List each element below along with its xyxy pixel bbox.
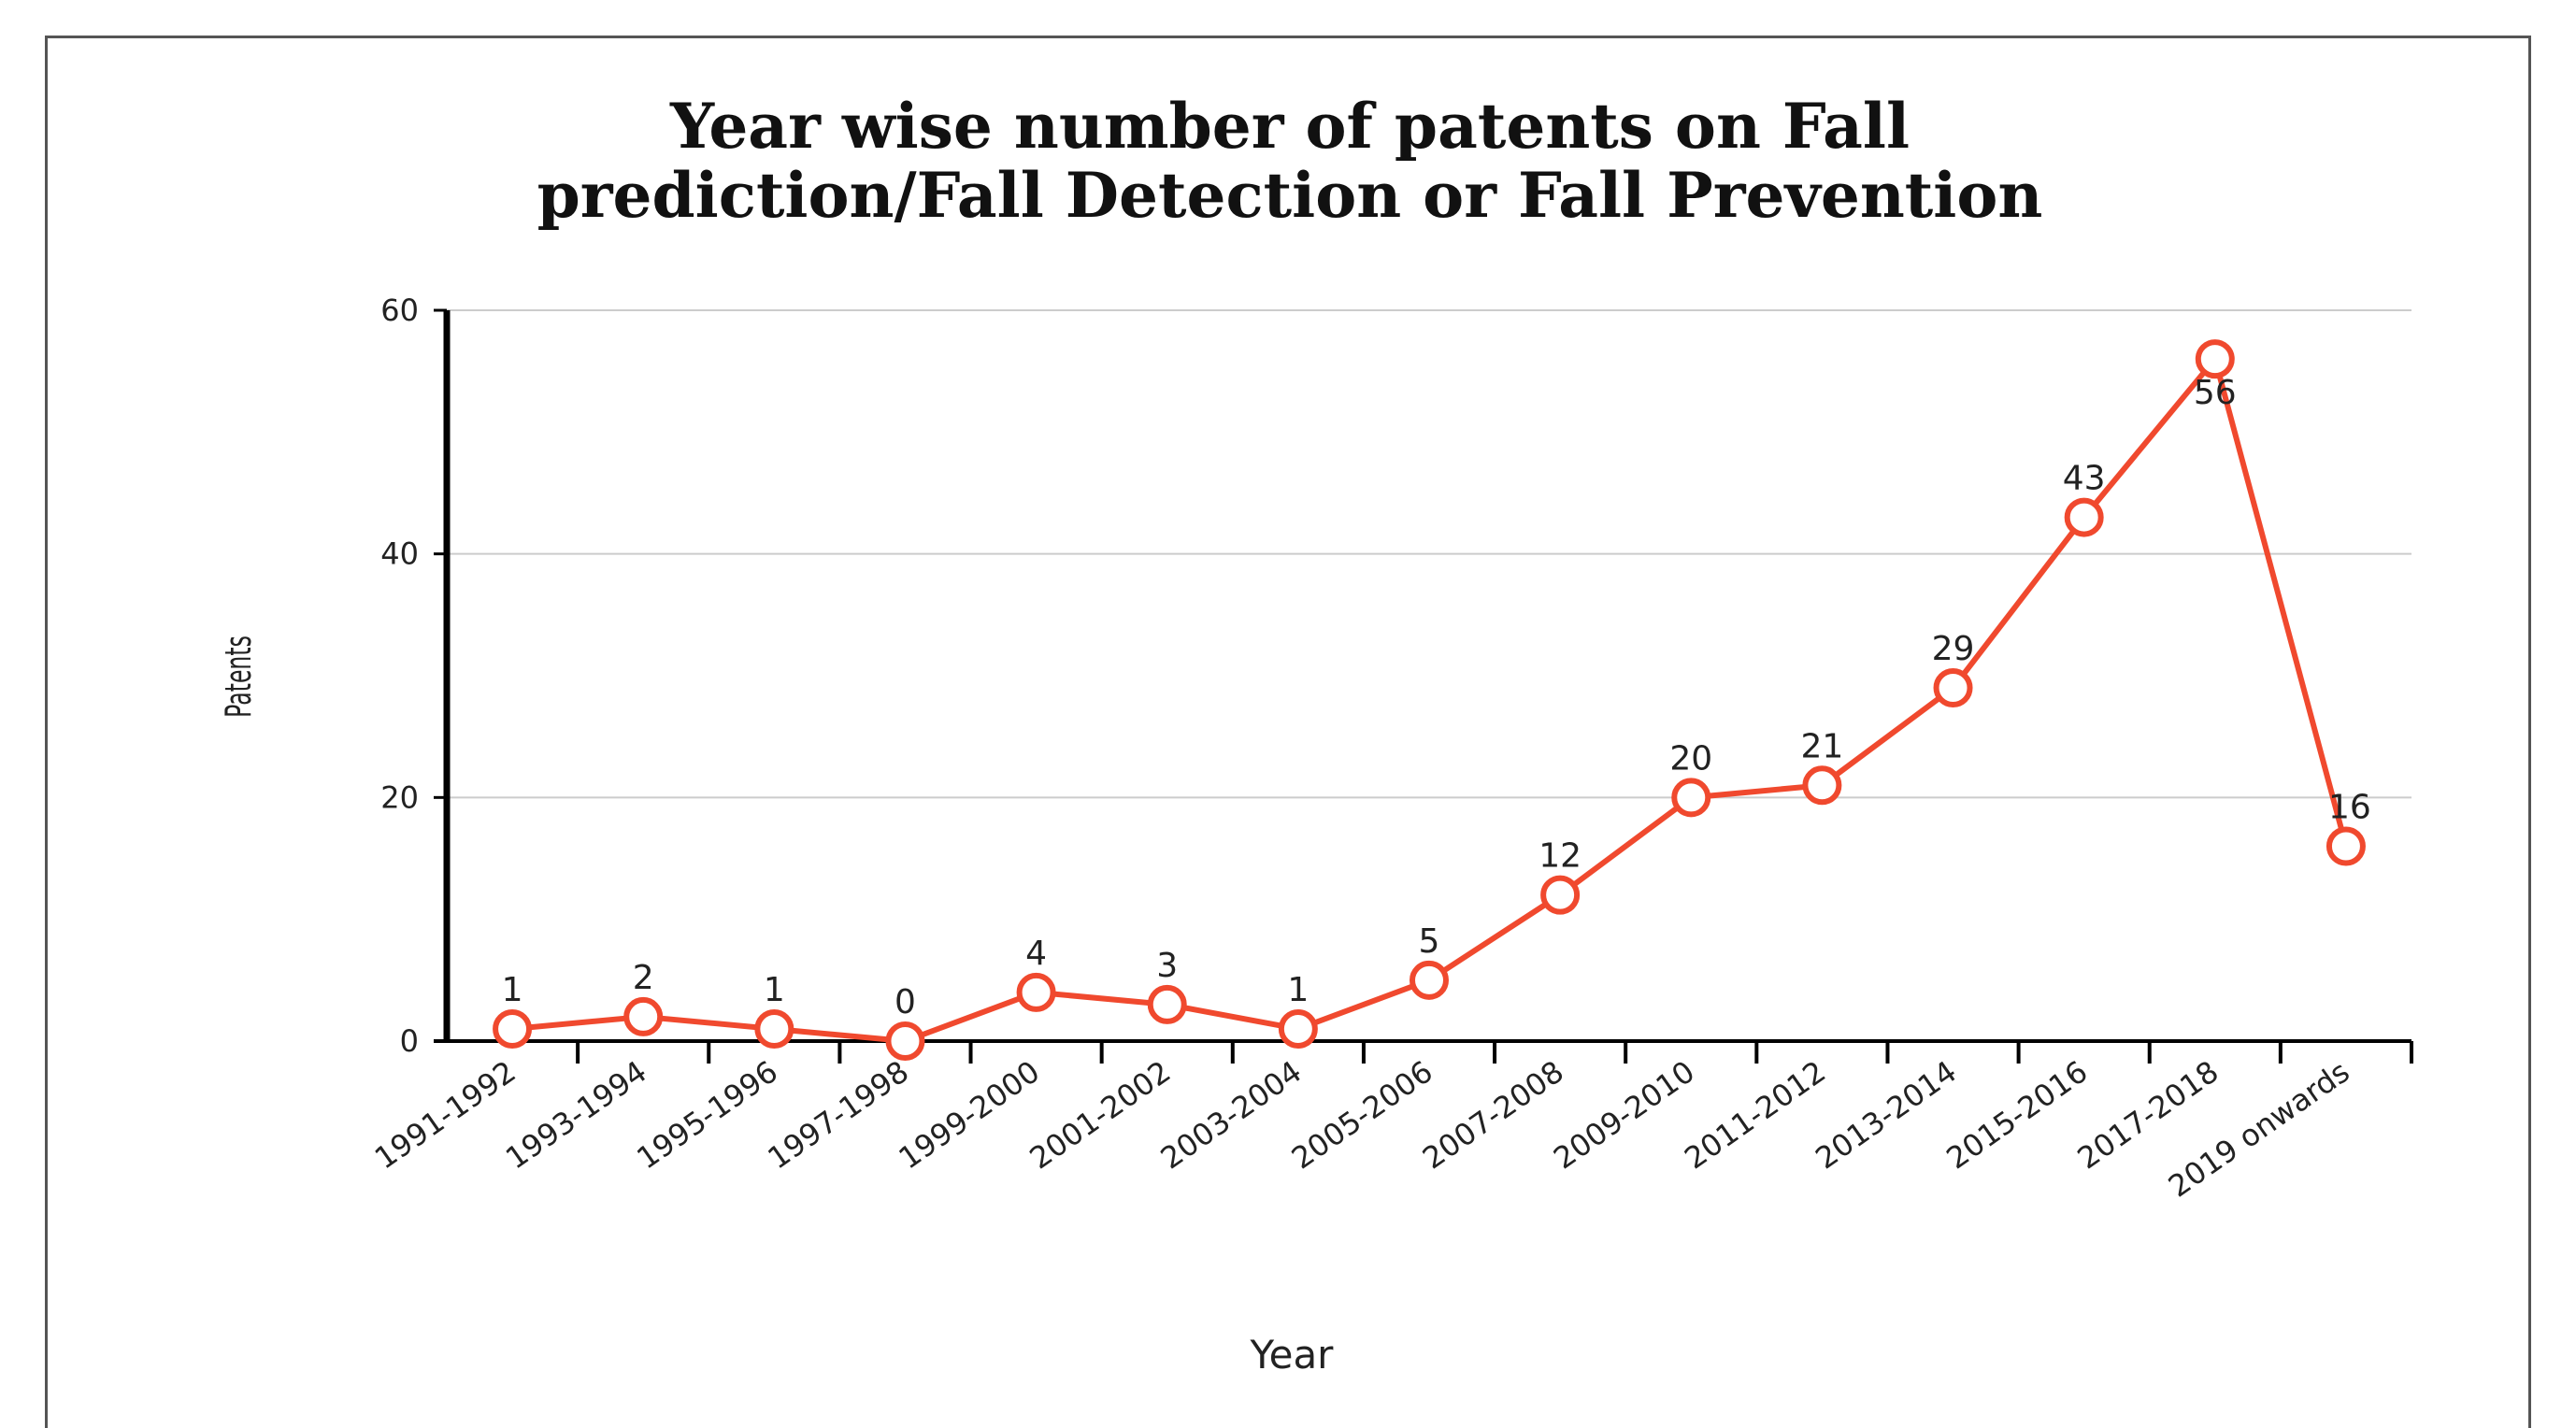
data-label-8: 12 xyxy=(1538,837,1581,876)
data-label-3: 0 xyxy=(894,983,916,1021)
data-label-2: 1 xyxy=(764,971,785,1009)
chart-title-line-2: prediction/Fall Detection or Fall Preven… xyxy=(537,159,2043,232)
y-tick-label-0: 0 xyxy=(400,1023,419,1059)
data-label-13: 56 xyxy=(2194,374,2237,412)
data-point-3 xyxy=(885,1021,925,1061)
x-tick-label-2: 1995-1996 xyxy=(630,1053,784,1176)
chart-title-line-1: Year wise number of patents on Fall xyxy=(669,90,1910,163)
data-label-4: 4 xyxy=(1025,935,1047,973)
data-label-0: 1 xyxy=(502,971,523,1009)
data-point-4 xyxy=(1016,972,1056,1012)
x-tick-label-0: 1991-1992 xyxy=(368,1053,522,1176)
y-tick-label-40: 40 xyxy=(380,536,419,572)
data-point-10 xyxy=(1802,765,1842,806)
x-tick-label-4: 1999-2000 xyxy=(893,1053,1047,1176)
data-point-2 xyxy=(754,1008,794,1049)
x-tick-label-5: 2001-2002 xyxy=(1023,1053,1178,1176)
gridlines xyxy=(447,309,2411,799)
data-label-11: 29 xyxy=(1932,630,1975,668)
data-label-12: 43 xyxy=(2063,460,2106,498)
data-point-12 xyxy=(2064,497,2104,537)
x-tick-label-12: 2015-2016 xyxy=(1940,1053,2095,1176)
x-tick-labels: 1991-19921993-19941995-19961997-19981999… xyxy=(368,1053,2356,1204)
data-point-1 xyxy=(623,996,664,1036)
data-point-11 xyxy=(1933,668,1973,708)
x-tick-label-1: 1993-1994 xyxy=(499,1053,653,1176)
data-point-14 xyxy=(2326,826,2366,866)
data-label-6: 1 xyxy=(1287,971,1309,1009)
x-tick-label-9: 2009-2010 xyxy=(1547,1053,1701,1176)
x-tick-label-3: 1997-1998 xyxy=(761,1053,915,1176)
data-point-9 xyxy=(1671,778,1711,818)
series-patents xyxy=(493,339,2366,1061)
data-label-10: 21 xyxy=(1800,727,1843,765)
x-tick-label-10: 2011-2012 xyxy=(1678,1053,1832,1176)
y-tick-label-60: 60 xyxy=(380,293,419,328)
data-point-7 xyxy=(1410,960,1449,1000)
chart-frame xyxy=(45,36,2531,1428)
x-tick-label-11: 2013-2014 xyxy=(1809,1053,1963,1176)
x-tick-label-6: 2003-2004 xyxy=(1154,1053,1309,1176)
data-label-1: 2 xyxy=(633,959,654,997)
x-axis-label: Year xyxy=(1250,1332,1335,1378)
data-label-9: 20 xyxy=(1669,739,1712,778)
data-point-6 xyxy=(1278,1008,1318,1049)
chart-title: Year wise number of patents on Fall pred… xyxy=(537,90,2043,232)
x-tick-label-8: 2007-2008 xyxy=(1416,1053,1570,1176)
y-tick-labels: 0 20 40 60 xyxy=(380,293,419,1059)
y-axis-label: Patents xyxy=(219,635,259,718)
data-label-14: 16 xyxy=(2328,788,2371,826)
data-point-5 xyxy=(1147,984,1187,1024)
data-point-0 xyxy=(493,1008,533,1049)
y-tick-label-20: 20 xyxy=(380,779,419,815)
data-point-13 xyxy=(2195,339,2235,379)
data-label-7: 5 xyxy=(1419,922,1440,961)
data-label-5: 3 xyxy=(1156,947,1178,985)
x-tick-label-7: 2005-2006 xyxy=(1285,1053,1439,1176)
data-point-8 xyxy=(1540,875,1581,915)
